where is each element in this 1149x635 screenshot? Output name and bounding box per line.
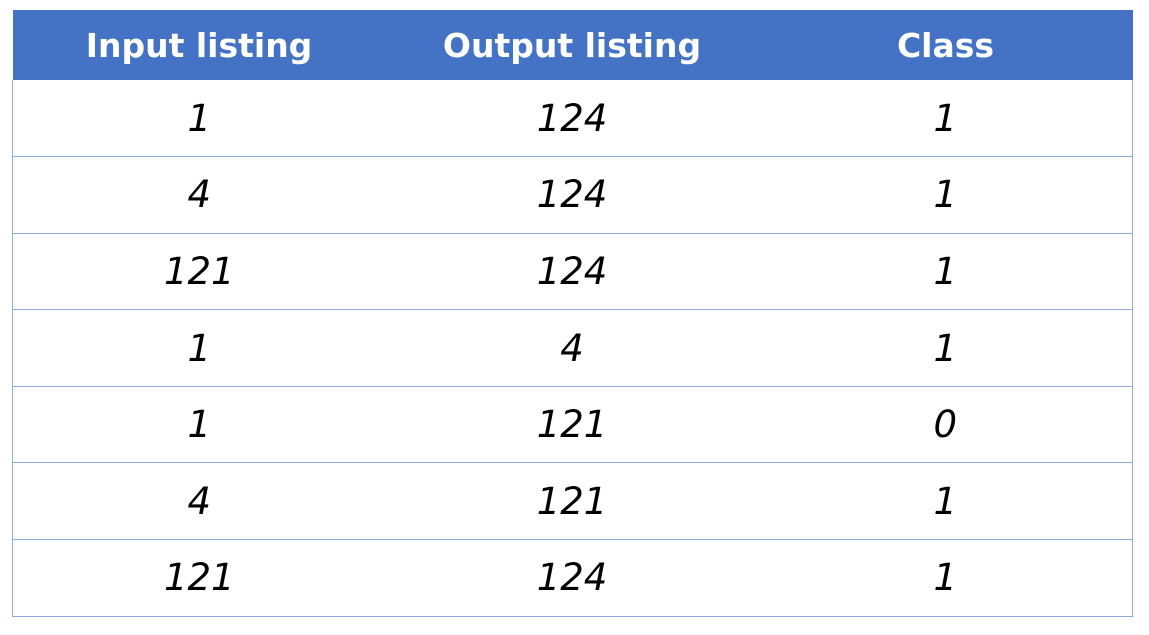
table-header: Input listing Output listing Class xyxy=(12,10,1133,80)
cell-input-listing: 4 xyxy=(12,156,386,234)
cell-output-listing: 121 xyxy=(385,462,759,541)
cell-input-listing: 4 xyxy=(12,462,386,541)
cell-output-listing: 124 xyxy=(385,80,759,158)
table-row: 1 4 1 xyxy=(12,309,1133,387)
cell-input-listing: 121 xyxy=(12,233,386,311)
cell-input-listing: 121 xyxy=(12,539,386,617)
cell-class: 1 xyxy=(758,539,1133,617)
table-row: 121 124 1 xyxy=(12,539,1133,617)
cell-class: 1 xyxy=(758,462,1133,541)
table-row: 4 124 1 xyxy=(12,156,1133,234)
cell-output-listing: 124 xyxy=(385,539,759,617)
table-row: 1 121 0 xyxy=(12,386,1133,464)
table-row: 121 124 1 xyxy=(12,233,1133,311)
cell-output-listing: 124 xyxy=(385,156,759,234)
table-body: 1 124 1 4 124 1 121 124 1 1 4 1 1 121 0 … xyxy=(12,80,1133,617)
header-row: Input listing Output listing Class xyxy=(12,10,1133,80)
cell-output-listing: 121 xyxy=(385,386,759,464)
header-output-listing: Output listing xyxy=(442,25,702,65)
cell-input-listing: 1 xyxy=(12,386,386,464)
cell-input-listing: 1 xyxy=(12,80,386,158)
cell-class: 1 xyxy=(758,233,1133,311)
cell-class: 1 xyxy=(758,156,1133,234)
listing-table: Input listing Output listing Class 1 124… xyxy=(12,10,1133,617)
header-input-listing: Input listing xyxy=(85,25,313,65)
table-row: 1 124 1 xyxy=(12,80,1133,158)
cell-class: 1 xyxy=(758,80,1133,158)
cell-output-listing: 124 xyxy=(385,233,759,311)
cell-output-listing: 4 xyxy=(385,309,759,387)
cell-class: 0 xyxy=(758,386,1133,464)
header-class: Class xyxy=(896,25,995,65)
cell-input-listing: 1 xyxy=(12,309,386,387)
table-row: 4 121 1 xyxy=(12,462,1133,541)
cell-class: 1 xyxy=(758,309,1133,387)
